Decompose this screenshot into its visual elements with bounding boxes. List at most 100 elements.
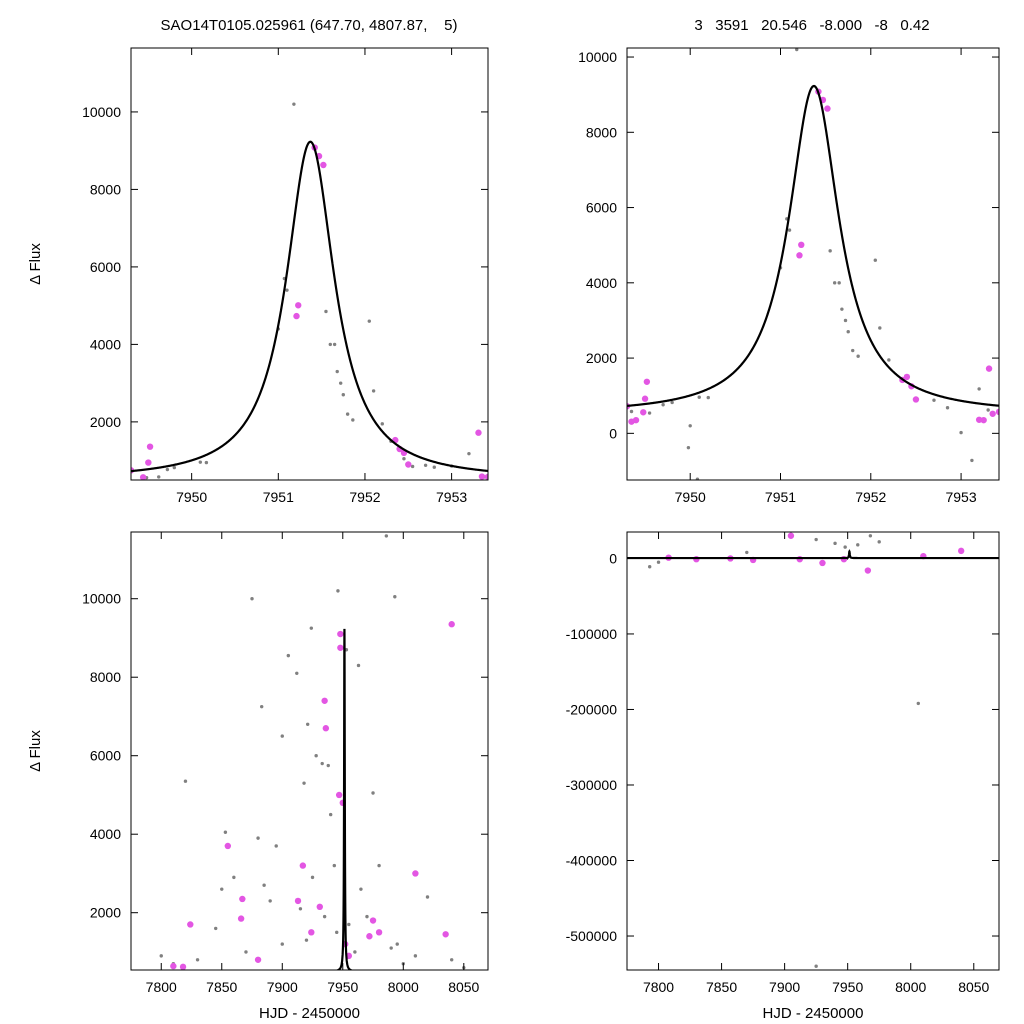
panel-bottom-left: 7800 7850 7900 7950 8000 8050 2000 4000 6000 8000… [27, 531, 489, 1022]
data-point-gray [195, 958, 200, 962]
data-point-magenta [293, 312, 300, 320]
data-point-gray [413, 954, 418, 958]
data-point-gray [292, 102, 296, 106]
x-tick-label: 7953 [945, 489, 976, 505]
y-axis-label: Δ Flux [27, 243, 44, 285]
data-point-magenta [864, 567, 872, 574]
data-point-gray [814, 964, 818, 968]
data-point-magenta [980, 416, 987, 424]
data-point-gray [877, 540, 881, 544]
data-point-gray [345, 412, 350, 416]
plot-frame [130, 531, 489, 971]
data-point-magenta [412, 870, 419, 877]
data-point-magenta [224, 842, 232, 850]
data-point-gray [285, 288, 289, 292]
data-point-gray [843, 318, 848, 323]
model-curve [627, 549, 999, 561]
data-point-magenta [308, 929, 315, 936]
data-point-magenta [337, 630, 344, 638]
data-point-gray [328, 342, 332, 347]
y-tick-label: -100000 [566, 626, 618, 642]
data-point-gray [262, 883, 266, 887]
header-left: SAO14T0105.025961 (647.70, 4807.87, 5) [161, 17, 458, 34]
x-tick-label: 7850 [706, 979, 737, 995]
data-point-gray [332, 863, 337, 868]
data-point-gray [157, 475, 161, 479]
y-tick-label: -300000 [566, 777, 618, 793]
y-tick-label: 0 [609, 425, 617, 441]
data-point-magenta [187, 921, 194, 928]
data-point-gray [322, 914, 327, 919]
data-point-gray [695, 477, 700, 480]
data-point-magenta [475, 429, 482, 436]
x-tick-label: 7850 [206, 979, 237, 995]
data-point-gray [336, 589, 340, 593]
panel-bottom-right: 7800 7850 7900 7950 8000 8050 -500000 -400000 -3… [566, 531, 1000, 1022]
data-point-gray [280, 734, 284, 738]
data-point-magenta [239, 895, 246, 903]
data-point-gray [172, 465, 177, 470]
y-tick-label: -400000 [566, 853, 618, 869]
y-tick-label: 2000 [586, 350, 617, 366]
data-point-magenta [798, 241, 805, 249]
data-point-gray [314, 754, 318, 758]
y-axis-label: Δ Flux [27, 730, 44, 772]
data-point-magenta [316, 903, 323, 911]
data-point-gray [846, 330, 850, 334]
data-point-gray [410, 464, 415, 469]
data-point-magenta [796, 252, 803, 259]
data-point-magenta [640, 409, 647, 416]
data-point-magenta [442, 931, 449, 938]
data-point-gray [745, 550, 749, 555]
plot-frame [130, 47, 489, 481]
y-tick-label: 6000 [90, 259, 121, 275]
data-point-gray [371, 791, 375, 795]
data-point-magenta [145, 459, 152, 466]
data-point-gray [367, 319, 371, 323]
panel-top-right: 7950 7951 7952 7953 0 2000 4000 6000 8000 10000 [578, 47, 1000, 505]
data-point-gray [856, 543, 860, 547]
data-point-gray [353, 950, 357, 954]
plot-area [159, 534, 466, 970]
data-point-gray [338, 381, 343, 385]
data-point-magenta [995, 408, 999, 416]
data-point-gray [232, 875, 236, 880]
data-point-gray [204, 460, 209, 465]
model-curve [333, 628, 356, 970]
data-point-magenta [693, 555, 700, 563]
data-point-gray [697, 395, 701, 399]
y-tick-label: 6000 [586, 200, 617, 216]
data-point-magenta [478, 473, 486, 480]
data-point-gray [395, 942, 399, 946]
x-tick-label: 8050 [958, 979, 989, 995]
data-point-magenta [237, 915, 245, 922]
data-point-gray [335, 369, 339, 374]
x-tick-label: 7951 [263, 489, 294, 505]
data-point-magenta [912, 396, 920, 403]
data-point-gray [873, 258, 878, 262]
data-point-gray [706, 395, 710, 400]
data-point-magenta [641, 395, 649, 402]
data-point-gray [402, 456, 406, 461]
data-point-gray [840, 307, 844, 311]
data-point-gray [932, 398, 936, 402]
data-point-gray [432, 465, 436, 469]
data-point-magenta [957, 547, 965, 555]
data-point-magenta [787, 532, 795, 539]
x-tick-label: 8000 [388, 979, 419, 995]
data-point-gray [837, 281, 841, 285]
y-tick-label: 8000 [90, 669, 121, 685]
y-tick-label: 4000 [90, 336, 121, 352]
y-tick-label: 10000 [82, 104, 121, 120]
y-tick-label: 0 [609, 550, 617, 566]
data-point-gray [328, 812, 333, 817]
data-point-magenta [139, 474, 147, 480]
x-axis-label: HJD - 2450000 [763, 1005, 864, 1022]
data-point-magenta [819, 559, 826, 567]
data-point-magenta [903, 373, 911, 381]
data-point-gray [302, 781, 306, 785]
data-point-gray [629, 409, 634, 414]
header-right: 3 3591 20.546 -8.000 -8 0.42 [694, 17, 929, 34]
data-point-gray [828, 249, 832, 253]
